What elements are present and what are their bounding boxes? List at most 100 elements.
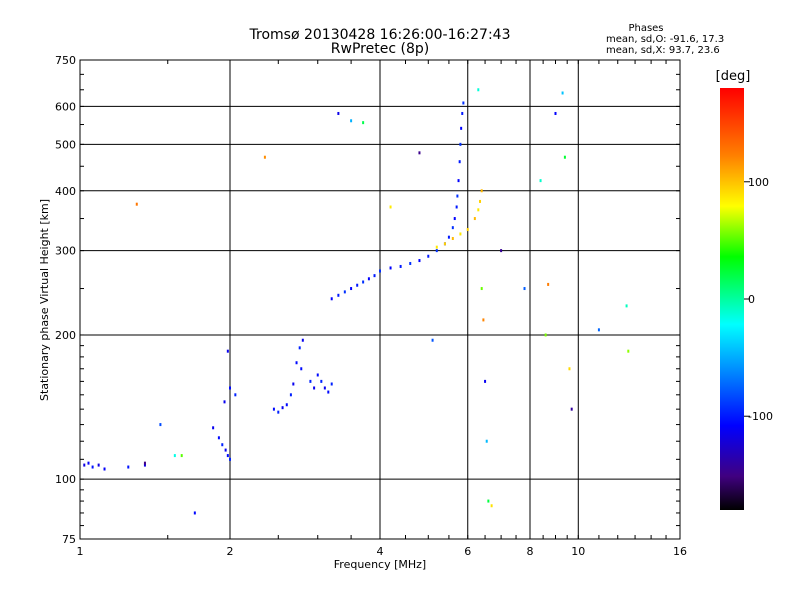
y-tick-label: 750 bbox=[55, 54, 76, 67]
data-point bbox=[451, 236, 454, 240]
data-point bbox=[459, 142, 462, 146]
data-point bbox=[461, 111, 464, 115]
y-tick-label: 500 bbox=[55, 138, 76, 151]
data-point bbox=[313, 386, 316, 390]
data-point bbox=[455, 205, 458, 209]
data-point bbox=[226, 454, 229, 458]
x-tick-label: 4 bbox=[377, 545, 384, 558]
x-axis-label: Frequency [MHz] bbox=[334, 558, 426, 571]
data-point bbox=[570, 407, 573, 411]
data-point bbox=[226, 349, 229, 353]
data-point bbox=[330, 382, 333, 386]
data-point bbox=[193, 511, 196, 515]
colorbar-ticks: 100 0 -100 bbox=[744, 176, 773, 423]
data-point bbox=[443, 242, 446, 246]
data-point bbox=[487, 499, 490, 503]
data-point bbox=[143, 463, 146, 467]
colorbar bbox=[720, 88, 744, 510]
data-point bbox=[523, 287, 526, 291]
data-point bbox=[418, 151, 421, 155]
data-point bbox=[367, 277, 370, 281]
data-point bbox=[477, 88, 480, 92]
colorbar-label: [deg] bbox=[716, 69, 751, 84]
data-point bbox=[356, 283, 359, 287]
x-tick-label: 10 bbox=[571, 545, 585, 558]
data-point bbox=[435, 249, 438, 253]
data-point bbox=[343, 290, 346, 294]
data-point bbox=[87, 461, 90, 465]
series-e-region-cusps bbox=[212, 338, 333, 461]
grid-lines bbox=[80, 60, 680, 539]
series-f2-o-trace bbox=[330, 101, 465, 301]
data-point bbox=[409, 261, 412, 265]
data-point bbox=[277, 410, 280, 414]
phase-stats-title: Phases bbox=[628, 23, 663, 34]
data-point bbox=[143, 461, 146, 465]
data-point bbox=[554, 111, 557, 115]
data-point bbox=[229, 457, 231, 461]
data-point bbox=[301, 338, 304, 342]
data-point bbox=[431, 338, 434, 342]
data-point bbox=[373, 274, 376, 278]
data-point bbox=[544, 333, 547, 337]
data-point bbox=[451, 226, 454, 230]
data-point bbox=[597, 328, 600, 332]
data-point bbox=[460, 126, 463, 130]
data-point bbox=[453, 217, 456, 221]
x-tick-label: 6 bbox=[464, 545, 471, 558]
data-point bbox=[281, 406, 284, 410]
data-point bbox=[229, 386, 231, 390]
data-point bbox=[466, 228, 469, 232]
data-point bbox=[627, 349, 630, 353]
data-point bbox=[103, 467, 106, 471]
data-point bbox=[212, 426, 215, 430]
data-point bbox=[91, 465, 94, 469]
x-tick-label: 8 bbox=[527, 545, 534, 558]
data-point bbox=[457, 179, 460, 183]
colorbar-tick-label: 100 bbox=[748, 176, 769, 189]
data-point bbox=[327, 390, 330, 394]
series-scattered-echoes bbox=[135, 88, 630, 515]
data-points bbox=[83, 88, 630, 515]
data-point bbox=[217, 436, 220, 440]
axis-ticks: 1 2 4 6 8 10 16 75 100 200 300 400 500 600 750 bbox=[55, 54, 687, 558]
data-point bbox=[563, 155, 566, 159]
data-point bbox=[298, 346, 301, 350]
phase-stats-x: mean, sd,X: 93.7, 23.6 bbox=[606, 45, 720, 56]
data-point bbox=[389, 205, 392, 209]
colorbar-tick-label: 0 bbox=[748, 293, 755, 306]
data-point bbox=[234, 393, 237, 397]
data-point bbox=[490, 504, 493, 508]
data-point bbox=[289, 393, 292, 397]
data-point bbox=[330, 297, 333, 301]
data-point bbox=[362, 121, 365, 125]
data-point bbox=[379, 269, 381, 273]
data-point bbox=[547, 282, 550, 286]
series-o-trace-low-layer bbox=[83, 461, 146, 471]
data-point bbox=[295, 361, 298, 365]
data-point bbox=[323, 386, 326, 390]
data-point bbox=[418, 259, 421, 263]
data-point bbox=[477, 208, 480, 212]
data-point bbox=[456, 194, 459, 198]
data-point bbox=[292, 382, 295, 386]
chart-title: Tromsø 20130428 16:26:00-16:27:43 bbox=[249, 27, 511, 43]
data-point bbox=[399, 264, 402, 268]
y-tick-label: 300 bbox=[55, 245, 76, 258]
data-point bbox=[337, 293, 340, 297]
data-point bbox=[263, 155, 266, 159]
data-point bbox=[462, 101, 465, 105]
colorbar-tick-label: -100 bbox=[748, 410, 773, 423]
data-point bbox=[97, 463, 100, 467]
data-point bbox=[561, 91, 564, 95]
data-point bbox=[539, 179, 542, 183]
data-point bbox=[300, 367, 303, 371]
data-point bbox=[272, 407, 275, 411]
data-point bbox=[362, 280, 365, 284]
data-point bbox=[221, 443, 224, 447]
data-point bbox=[484, 379, 487, 383]
y-tick-label: 75 bbox=[62, 533, 76, 546]
data-point bbox=[350, 119, 353, 123]
data-point bbox=[500, 249, 503, 253]
